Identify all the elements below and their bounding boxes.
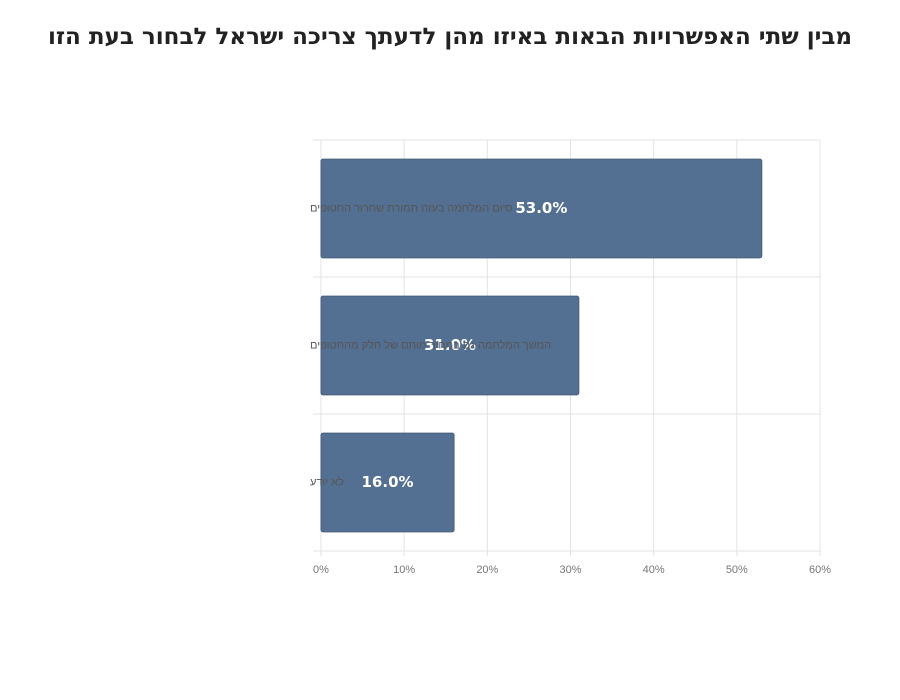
- x-tick-label: 0%: [313, 564, 329, 576]
- bar: [320, 295, 580, 396]
- x-tick-label: 10%: [393, 564, 415, 576]
- bars: 53.0% 31.0% 16.0%: [320, 158, 763, 533]
- category-label: לא יודע: [310, 475, 344, 488]
- x-tick-label: 50%: [726, 564, 748, 576]
- data-label: 31.0%: [424, 336, 476, 354]
- x-axis: 0% 10% 20% 30% 40% 50% 60%: [313, 564, 831, 576]
- x-tick-label: 20%: [476, 564, 498, 576]
- category-label: סיום המלחמה בעזה תמורת שחרור החטופים: [310, 201, 513, 214]
- category-labels: סיום המלחמה בעזה תמורת שחרור החטופים המשך…: [310, 201, 551, 488]
- x-tick-label: 30%: [559, 564, 581, 576]
- bar: [320, 432, 455, 533]
- data-label: 53.0%: [515, 199, 567, 217]
- bar: [320, 158, 763, 259]
- x-tick-label: 60%: [809, 564, 831, 576]
- chart-title: מבין שתי האפשרויות הבאות באיזו מהן לדעתך…: [47, 24, 853, 50]
- data-label: 16.0%: [362, 473, 414, 491]
- category-label: המשך המלחמה גם במחיר מותם של חלק מהחטופי…: [310, 338, 551, 351]
- x-tick-label: 40%: [643, 564, 665, 576]
